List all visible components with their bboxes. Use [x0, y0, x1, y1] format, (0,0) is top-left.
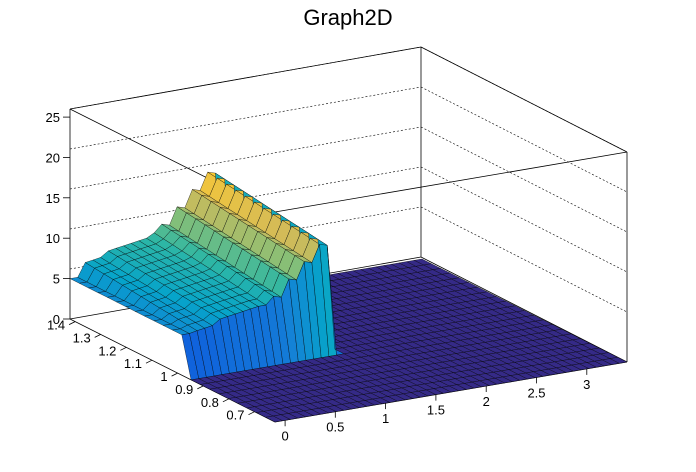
y-tick-label: 1.4 [47, 318, 65, 333]
x-tick-label: 0 [281, 428, 288, 443]
axis-tick [68, 321, 76, 325]
y-tick-label: 1.3 [73, 330, 91, 345]
axes: 00.511.522.530.70.80.911.11.21.31.405101… [46, 110, 591, 443]
y-tick-label: 1.1 [124, 356, 142, 371]
axis-tick [145, 359, 153, 364]
z-tick-label: 20 [46, 151, 60, 166]
x-tick-label: 2.5 [527, 385, 545, 400]
y-tick-label: 0.8 [201, 395, 219, 410]
axis-tick [171, 372, 178, 377]
x-tick-label: 1.5 [427, 403, 445, 418]
surface-cell [609, 357, 628, 364]
z-tick-label: 15 [46, 191, 60, 206]
z-tick-label: 25 [46, 110, 60, 125]
x-tick-label: 3 [583, 377, 590, 392]
axis-tick [197, 385, 204, 390]
z-tick-label: 5 [53, 272, 60, 287]
surface-mesh [69, 171, 628, 423]
y-tick-label: 0.7 [226, 408, 244, 423]
axis-tick [248, 411, 255, 416]
z-tick-label: 10 [46, 231, 60, 246]
x-tick-label: 1 [382, 411, 389, 426]
z-tick-label: 0 [53, 312, 60, 327]
y-tick-label: 1 [160, 369, 167, 384]
axis-tick [120, 346, 127, 351]
y-tick-label: 0.9 [175, 382, 193, 397]
axis-tick [222, 398, 230, 403]
axis-tick [94, 334, 101, 338]
x-tick-label: 0.5 [326, 420, 344, 435]
x-tick-label: 2 [483, 394, 490, 409]
chart-title: Graph2D [303, 5, 392, 30]
y-tick-label: 1.2 [98, 343, 116, 358]
